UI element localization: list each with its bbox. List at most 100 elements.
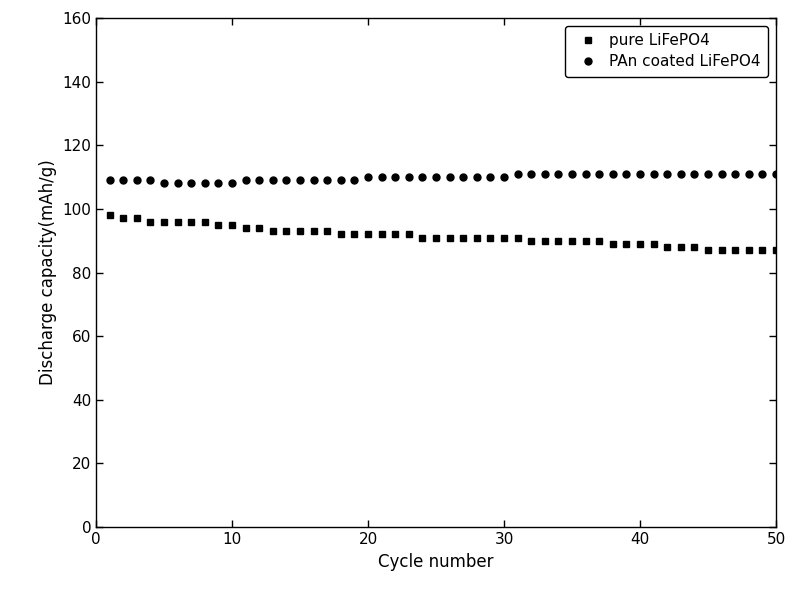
PAn coated LiFePO4 (431, 174, 441, 181)
pure LiFePO4 (676, 244, 686, 251)
pure LiFePO4 (322, 228, 332, 235)
Y-axis label: Discharge capacity(mAh/g): Discharge capacity(mAh/g) (38, 160, 57, 385)
PAn coated LiFePO4 (662, 170, 672, 177)
PAn coated LiFePO4 (676, 170, 686, 177)
pure LiFePO4 (499, 234, 509, 241)
pure LiFePO4 (717, 247, 726, 254)
PAn coated LiFePO4 (703, 170, 713, 177)
X-axis label: Cycle number: Cycle number (378, 552, 494, 570)
PAn coated LiFePO4 (159, 180, 169, 187)
PAn coated LiFePO4 (214, 180, 223, 187)
PAn coated LiFePO4 (227, 180, 237, 187)
PAn coated LiFePO4 (513, 170, 522, 177)
PAn coated LiFePO4 (146, 177, 155, 184)
PAn coated LiFePO4 (309, 177, 318, 184)
PAn coated LiFePO4 (540, 170, 550, 177)
pure LiFePO4 (186, 218, 196, 225)
PAn coated LiFePO4 (295, 177, 305, 184)
pure LiFePO4 (146, 218, 155, 225)
PAn coated LiFePO4 (418, 174, 427, 181)
pure LiFePO4 (540, 237, 550, 244)
PAn coated LiFePO4 (758, 170, 767, 177)
PAn coated LiFePO4 (404, 174, 414, 181)
PAn coated LiFePO4 (105, 177, 114, 184)
PAn coated LiFePO4 (241, 177, 250, 184)
pure LiFePO4 (200, 218, 210, 225)
pure LiFePO4 (431, 234, 441, 241)
pure LiFePO4 (730, 247, 740, 254)
PAn coated LiFePO4 (771, 170, 781, 177)
PAn coated LiFePO4 (282, 177, 291, 184)
pure LiFePO4 (227, 221, 237, 228)
PAn coated LiFePO4 (254, 177, 264, 184)
PAn coated LiFePO4 (350, 177, 359, 184)
PAn coated LiFePO4 (730, 170, 740, 177)
pure LiFePO4 (404, 231, 414, 238)
PAn coated LiFePO4 (526, 170, 536, 177)
pure LiFePO4 (105, 211, 114, 219)
pure LiFePO4 (472, 234, 482, 241)
pure LiFePO4 (445, 234, 454, 241)
pure LiFePO4 (554, 237, 563, 244)
Line: pure LiFePO4: pure LiFePO4 (106, 212, 779, 254)
PAn coated LiFePO4 (268, 177, 278, 184)
Legend: pure LiFePO4, PAn coated LiFePO4: pure LiFePO4, PAn coated LiFePO4 (565, 26, 768, 77)
PAn coated LiFePO4 (186, 180, 196, 187)
pure LiFePO4 (771, 247, 781, 254)
PAn coated LiFePO4 (363, 174, 373, 181)
pure LiFePO4 (526, 237, 536, 244)
pure LiFePO4 (418, 234, 427, 241)
pure LiFePO4 (254, 225, 264, 232)
PAn coated LiFePO4 (622, 170, 631, 177)
PAn coated LiFePO4 (132, 177, 142, 184)
pure LiFePO4 (744, 247, 754, 254)
PAn coated LiFePO4 (567, 170, 577, 177)
PAn coated LiFePO4 (594, 170, 604, 177)
pure LiFePO4 (241, 225, 250, 232)
pure LiFePO4 (132, 215, 142, 222)
PAn coated LiFePO4 (717, 170, 726, 177)
pure LiFePO4 (635, 240, 645, 247)
pure LiFePO4 (513, 234, 522, 241)
pure LiFePO4 (214, 221, 223, 228)
pure LiFePO4 (363, 231, 373, 238)
pure LiFePO4 (649, 240, 658, 247)
PAn coated LiFePO4 (690, 170, 699, 177)
pure LiFePO4 (758, 247, 767, 254)
PAn coated LiFePO4 (472, 174, 482, 181)
PAn coated LiFePO4 (390, 174, 400, 181)
PAn coated LiFePO4 (200, 180, 210, 187)
pure LiFePO4 (390, 231, 400, 238)
pure LiFePO4 (159, 218, 169, 225)
pure LiFePO4 (173, 218, 182, 225)
pure LiFePO4 (594, 237, 604, 244)
pure LiFePO4 (608, 240, 618, 247)
pure LiFePO4 (458, 234, 468, 241)
pure LiFePO4 (350, 231, 359, 238)
pure LiFePO4 (295, 228, 305, 235)
Line: PAn coated LiFePO4: PAn coated LiFePO4 (106, 171, 779, 187)
pure LiFePO4 (118, 215, 128, 222)
PAn coated LiFePO4 (118, 177, 128, 184)
PAn coated LiFePO4 (486, 174, 495, 181)
PAn coated LiFePO4 (377, 174, 386, 181)
pure LiFePO4 (622, 240, 631, 247)
pure LiFePO4 (282, 228, 291, 235)
PAn coated LiFePO4 (744, 170, 754, 177)
PAn coated LiFePO4 (581, 170, 590, 177)
pure LiFePO4 (268, 228, 278, 235)
pure LiFePO4 (309, 228, 318, 235)
PAn coated LiFePO4 (173, 180, 182, 187)
PAn coated LiFePO4 (445, 174, 454, 181)
PAn coated LiFePO4 (336, 177, 346, 184)
PAn coated LiFePO4 (554, 170, 563, 177)
pure LiFePO4 (567, 237, 577, 244)
PAn coated LiFePO4 (649, 170, 658, 177)
pure LiFePO4 (581, 237, 590, 244)
PAn coated LiFePO4 (608, 170, 618, 177)
pure LiFePO4 (690, 244, 699, 251)
pure LiFePO4 (336, 231, 346, 238)
pure LiFePO4 (703, 247, 713, 254)
PAn coated LiFePO4 (458, 174, 468, 181)
PAn coated LiFePO4 (322, 177, 332, 184)
